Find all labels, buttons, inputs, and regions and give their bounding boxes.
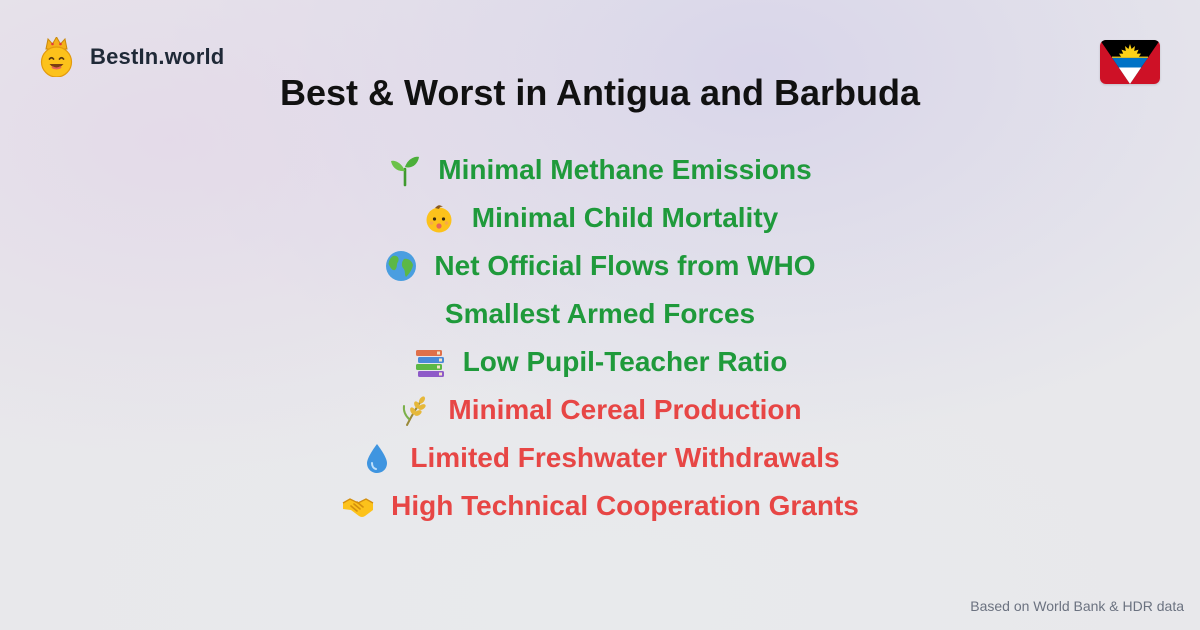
crown-smiley-icon: [40, 37, 73, 77]
item-label: Limited Freshwater Withdrawals: [410, 442, 840, 473]
globe-icon: [384, 249, 418, 283]
handshake-icon: [341, 489, 375, 523]
list-item[interactable]: Minimal Methane Emissions: [0, 146, 1200, 194]
list-item[interactable]: Low Pupil-Teacher Ratio: [0, 338, 1200, 386]
list-item[interactable]: High Technical Cooperation Grants: [0, 482, 1200, 530]
item-label: Minimal Child Mortality: [471, 202, 779, 233]
item-label: Minimal Cereal Production: [448, 394, 802, 425]
item-label: Minimal Methane Emissions: [438, 154, 812, 185]
brand[interactable]: BestIn.world: [39, 37, 224, 77]
droplet-icon: [360, 441, 394, 475]
list-item[interactable]: Minimal Cereal Production: [0, 386, 1200, 434]
books-icon: [413, 345, 447, 379]
source-note: Based on World Bank & HDR data: [970, 598, 1184, 614]
seedling-icon: [388, 153, 422, 187]
list-item[interactable]: Smallest Armed Forces: [0, 290, 1200, 338]
list-item[interactable]: Limited Freshwater Withdrawals: [0, 434, 1200, 482]
item-label: Low Pupil-Teacher Ratio: [462, 346, 788, 377]
item-label: Net Official Flows from WHO: [434, 250, 816, 281]
list-item[interactable]: Minimal Child Mortality: [0, 194, 1200, 242]
item-label: Smallest Armed Forces: [444, 298, 756, 329]
antigua-barbuda-flag-icon: [1100, 40, 1160, 84]
item-label: High Technical Cooperation Grants: [391, 490, 859, 521]
list-item[interactable]: Net Official Flows from WHO: [0, 242, 1200, 290]
page-title: Best & Worst in Antigua and Barbuda: [279, 72, 921, 113]
baby-icon: [422, 201, 456, 235]
wheat-icon: [398, 393, 432, 427]
brand-name: BestIn.world: [90, 44, 225, 69]
rankings-list: Minimal Methane Emissions Minimal Child …: [0, 146, 1200, 530]
